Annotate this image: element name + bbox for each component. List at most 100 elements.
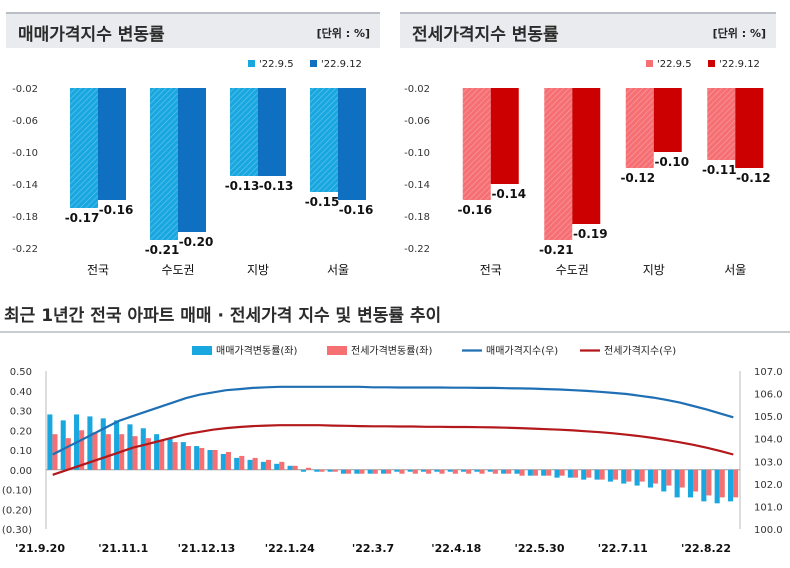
sale-change-bar xyxy=(461,469,467,472)
sale-change-bar xyxy=(127,424,133,470)
jeonse-data-label-prev: -0.16 xyxy=(457,203,492,217)
x-tick-label: '22.8.22 xyxy=(681,542,731,555)
jeonse-change-bar xyxy=(92,432,98,470)
trend-section-title: 최근 1년간 전국 아파트 매매 · 전세가격 지수 및 변동률 추이 xyxy=(4,306,442,326)
sale-legend-label-curr: '22.9.12 xyxy=(321,59,362,70)
sale-change-bar xyxy=(354,469,360,474)
right-ytick-label: 107.0 xyxy=(754,367,783,378)
right-ytick-label: 101.0 xyxy=(754,502,783,513)
right-ytick-label: 103.0 xyxy=(754,457,783,468)
sale-bar-curr xyxy=(98,88,126,200)
sale-change-chart: -0.02 -0.06 -0.10 -0.14 -0.18 -0.22 '22.9.5 '22… xyxy=(12,59,373,277)
sale-change-bar xyxy=(434,469,440,472)
left-ytick-label: 0.20 xyxy=(10,426,32,437)
sale-change-bar xyxy=(421,469,427,472)
jeonse-change-bar xyxy=(185,446,191,470)
sale-change-bar xyxy=(727,469,734,502)
jeonse-change-bar xyxy=(572,469,578,478)
sale-legend-swatch-curr xyxy=(310,60,317,67)
sale-ytick-label: -0.10 xyxy=(12,148,38,159)
jeonse-bar-curr xyxy=(490,88,519,184)
jeonse-change-bar xyxy=(292,465,298,470)
jeonse-change-bar xyxy=(546,469,552,476)
left-ytick-label: (0.20) xyxy=(2,505,32,516)
jeonse-change-bar xyxy=(612,469,619,480)
sale-change-bar xyxy=(154,434,160,470)
jeonse-change-bar xyxy=(346,469,352,474)
jeonse-ytick-label: -0.14 xyxy=(404,180,430,191)
jeonse-category-label: 지방 xyxy=(643,263,665,277)
jeonse-panel-header: 전세가격지수 변동률 [단위 : %] xyxy=(400,12,776,48)
jeonse-change-bar xyxy=(466,469,472,474)
sale-bar-prev xyxy=(150,88,178,240)
jeonse-data-label-prev: -0.21 xyxy=(539,243,574,257)
jeonse-change-bar xyxy=(559,469,565,476)
sale-ytick-label: -0.14 xyxy=(12,180,38,191)
trend-legend-swatch xyxy=(327,346,347,355)
jeonse-change-bar xyxy=(252,457,258,470)
jeonse-change-bar xyxy=(626,469,632,482)
sale-panel-unit: [단위 : %] xyxy=(316,27,370,40)
jeonse-change-bar xyxy=(52,434,58,470)
left-ytick-label: 0.40 xyxy=(10,387,32,398)
sale-change-bar xyxy=(140,428,146,470)
sale-ytick-label: -0.06 xyxy=(12,116,38,127)
jeonse-change-bar xyxy=(693,469,699,492)
jeonse-change-bar xyxy=(132,436,138,470)
x-tick-label: '21.9.20 xyxy=(15,542,65,555)
sale-change-bar xyxy=(701,469,707,502)
jeonse-category-label: 수도권 xyxy=(556,263,589,277)
jeonse-data-label-curr: -0.19 xyxy=(573,227,608,241)
jeonse-bar-prev xyxy=(707,88,736,160)
sale-change-bar xyxy=(527,469,533,476)
sale-change-bar xyxy=(554,469,560,478)
jeonse-change-bar xyxy=(65,438,71,470)
sale-ytick-label: -0.02 xyxy=(12,84,38,95)
sale-change-bar xyxy=(180,442,186,470)
jeonse-bar-curr xyxy=(653,88,682,152)
jeonse-change-bar xyxy=(506,469,512,474)
jeonse-change-bar xyxy=(733,469,739,498)
sale-change-bar xyxy=(247,459,253,470)
jeonse-panel-title: 전세가격지수 변동률 xyxy=(412,25,559,45)
jeonse-ytick-label: -0.22 xyxy=(404,244,430,255)
sale-data-label-curr: -0.13 xyxy=(259,179,294,193)
sale-change-bar xyxy=(314,469,320,472)
sale-change-bar xyxy=(194,446,200,470)
jeonse-legend-label-curr: '22.9.12 xyxy=(719,59,760,70)
right-ytick-label: 105.0 xyxy=(754,412,783,423)
trend-legend-label: 매매가격지수(우) xyxy=(486,344,558,357)
sale-change-bar xyxy=(207,450,213,470)
jeonse-change-bar xyxy=(265,459,272,470)
jeonse-change-bar xyxy=(719,469,725,498)
jeonse-change-bar xyxy=(199,448,205,470)
sale-category-label: 전국 xyxy=(87,263,109,277)
sale-panel-title: 매매가격지수 변동률 xyxy=(18,25,165,45)
jeonse-change-bar xyxy=(372,469,378,474)
jeonse-change-bar xyxy=(706,469,712,496)
jeonse-change-bar xyxy=(652,469,659,484)
jeonse-data-label-prev: -0.12 xyxy=(620,171,655,185)
sale-data-label-prev: -0.15 xyxy=(305,195,340,209)
jeonse-change-bar xyxy=(452,469,458,474)
jeonse-change-bar xyxy=(79,430,85,470)
jeonse-change-bar xyxy=(279,461,285,470)
jeonse-legend-swatch-curr xyxy=(708,60,715,67)
sale-change-bar xyxy=(687,469,694,498)
jeonse-change-bar xyxy=(159,440,165,470)
jeonse-change-chart: -0.02 -0.06 -0.10 -0.14 -0.18 -0.22 '22.9.5 '22… xyxy=(404,59,770,277)
jeonse-change-bar xyxy=(519,469,525,476)
sale-change-bar xyxy=(367,469,373,474)
jeonse-change-bar xyxy=(439,469,445,474)
jeonse-category-label: 전국 xyxy=(480,263,502,277)
sale-change-bar xyxy=(380,469,387,474)
sale-change-bar xyxy=(327,469,333,472)
sale-change-bar xyxy=(274,463,280,470)
jeonse-ytick-label: -0.06 xyxy=(404,116,430,127)
jeonse-bar-prev xyxy=(544,88,573,240)
sale-ytick-label: -0.18 xyxy=(12,212,38,223)
left-ytick-label: 0.50 xyxy=(10,367,32,378)
jeonse-category-label: 서울 xyxy=(724,263,746,277)
sale-change-bar xyxy=(541,469,547,476)
left-ytick-label: 0.30 xyxy=(10,407,32,418)
